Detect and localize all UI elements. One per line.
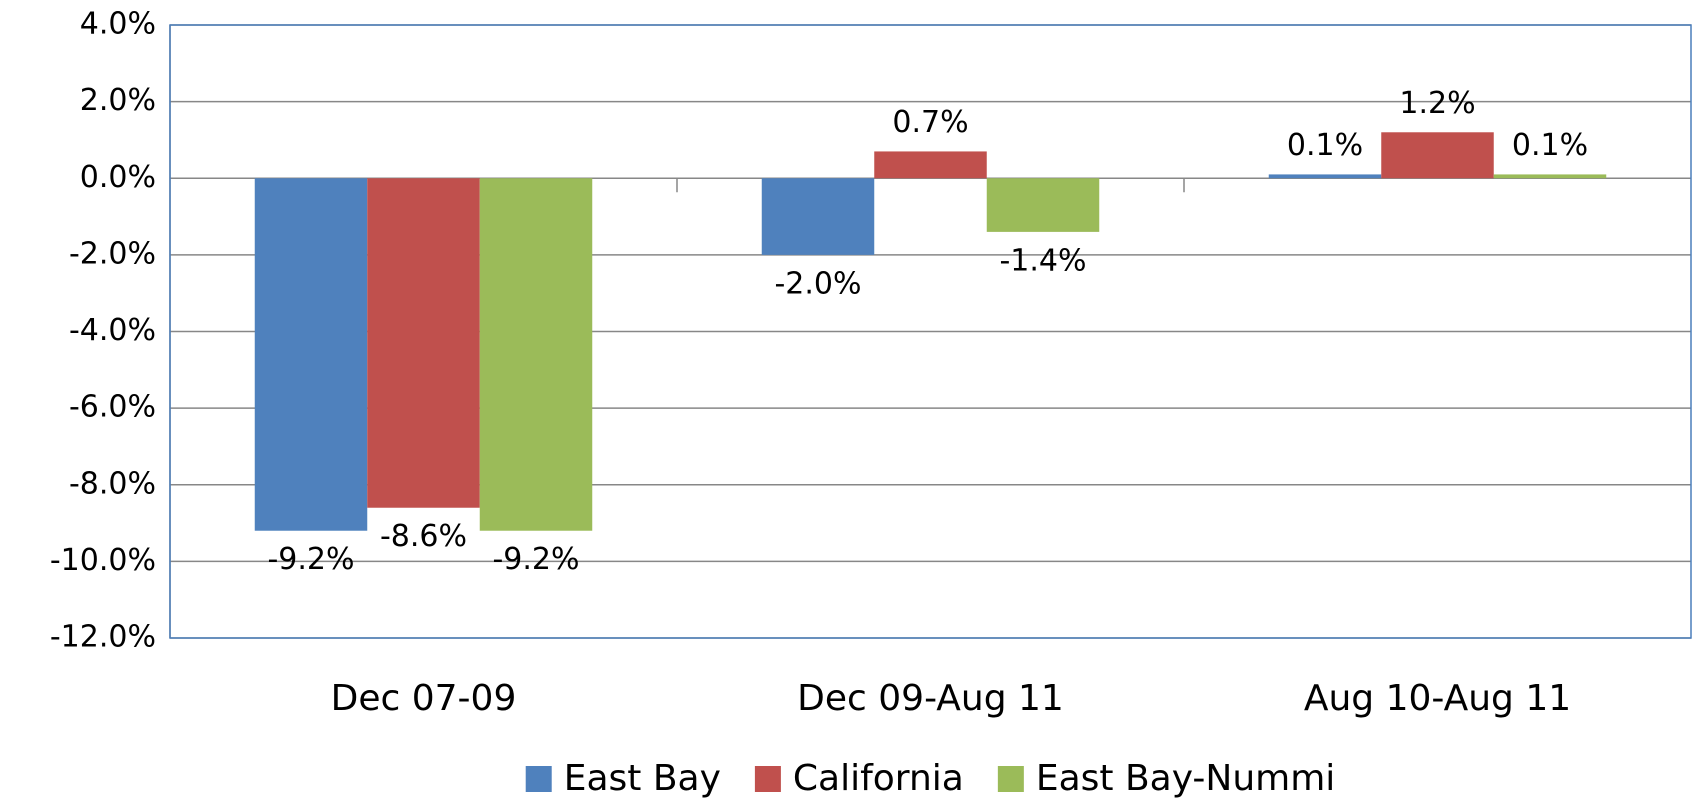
- bar: [1381, 132, 1494, 179]
- bar: [874, 151, 987, 179]
- y-tick-label: -6.0%: [69, 390, 156, 425]
- x-tick-label: Aug 10-Aug 11: [1304, 678, 1571, 719]
- legend-swatch: [525, 766, 552, 792]
- data-label: -1.4%: [999, 243, 1086, 278]
- bar: [254, 178, 368, 531]
- legend-label: California: [793, 758, 964, 799]
- y-tick-label: -10.0%: [50, 543, 156, 578]
- plot-border: [169, 24, 1692, 639]
- bar: [367, 178, 480, 508]
- legend-swatch: [997, 766, 1024, 792]
- data-label: -8.6%: [380, 519, 467, 554]
- data-label: 0.1%: [1512, 128, 1588, 163]
- x-tick-label: Dec 09-Aug 11: [797, 678, 1064, 719]
- data-label: 0.1%: [1287, 128, 1363, 163]
- bar: [761, 178, 875, 255]
- y-tick-label: -12.0%: [50, 620, 156, 655]
- data-label: -2.0%: [774, 266, 861, 301]
- legend-label: East Bay: [564, 758, 721, 799]
- bar: [1268, 174, 1382, 179]
- y-tick-label: 4.0%: [80, 7, 156, 42]
- bar: [1493, 174, 1607, 179]
- data-label: -9.2%: [267, 542, 354, 577]
- legend-swatch: [754, 766, 781, 792]
- bar: [986, 178, 1100, 232]
- data-label: 1.2%: [1399, 86, 1475, 121]
- legend-label: East Bay-Nummi: [1036, 758, 1335, 799]
- data-label: -9.2%: [492, 542, 579, 577]
- y-tick-label: 2.0%: [80, 83, 156, 118]
- x-tick-label: Dec 07-09: [331, 678, 517, 719]
- bar: [479, 178, 593, 531]
- y-tick-label: 0.0%: [80, 160, 156, 195]
- y-tick-label: -4.0%: [69, 313, 156, 348]
- y-tick-label: -2.0%: [69, 236, 156, 271]
- y-tick-label: -8.0%: [69, 466, 156, 501]
- data-label: 0.7%: [892, 105, 968, 140]
